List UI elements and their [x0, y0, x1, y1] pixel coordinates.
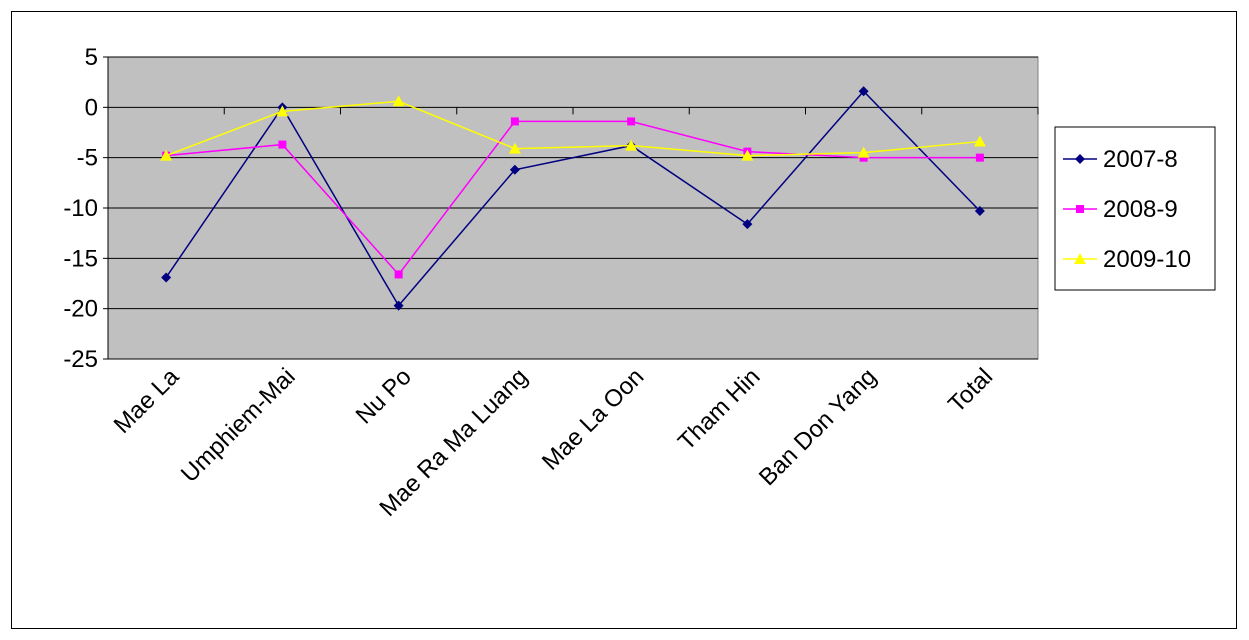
y-tick-label: -5	[77, 145, 98, 172]
x-category-label: Mae La	[109, 363, 185, 439]
data-point	[858, 86, 869, 97]
series-group	[160, 86, 986, 311]
legend-label: 2009-10	[1103, 246, 1191, 273]
data-point	[859, 153, 868, 162]
y-tick-label: -20	[63, 296, 98, 323]
data-point	[276, 105, 289, 117]
legend-marker	[1076, 205, 1084, 213]
legend-item: 2008-9	[1063, 196, 1178, 223]
data-point	[161, 272, 172, 283]
y-tick-label: -15	[63, 245, 98, 272]
x-category-label: Total	[943, 363, 998, 418]
y-tick-label: 5	[85, 44, 98, 71]
data-point	[160, 149, 173, 161]
legend-label: 2007-8	[1103, 146, 1178, 173]
data-point	[974, 206, 985, 217]
legend-item: 2009-10	[1063, 246, 1191, 273]
data-point	[857, 146, 870, 158]
data-point	[973, 135, 986, 147]
data-point	[975, 153, 984, 162]
series-line	[165, 90, 981, 307]
data-point	[394, 270, 403, 279]
legend-label: 2008-9	[1103, 196, 1178, 223]
y-axis-ticks: 5 0 -5 -10 -15 -20 -25	[63, 44, 98, 373]
x-category-label: Mae La Oon	[537, 363, 649, 475]
series-line	[166, 120, 980, 276]
axes	[103, 56, 1039, 360]
data-point	[627, 117, 636, 126]
series-2009-10	[160, 95, 986, 161]
x-category-label: Tham Hin	[673, 363, 766, 456]
y-tick-label: -10	[63, 195, 98, 222]
data-point	[278, 140, 287, 149]
series-line	[165, 100, 980, 157]
data-point	[741, 149, 754, 161]
legend-marker	[1075, 154, 1085, 164]
legend: 2007-8 2008-9 2009-10	[1054, 126, 1216, 291]
data-point	[510, 117, 519, 126]
x-category-label: Umphiem-Mai	[176, 363, 301, 488]
data-point	[742, 219, 753, 230]
x-category-label: Ban Don Yang	[754, 363, 882, 491]
data-point	[508, 142, 521, 154]
legend-marker	[1074, 253, 1086, 264]
legend-item: 2007-8	[1063, 146, 1178, 173]
data-point	[509, 164, 520, 175]
y-tick-label: 0	[85, 94, 98, 121]
data-point	[393, 300, 404, 311]
x-category-label: Nu Po	[351, 363, 417, 429]
y-tick-label: -25	[63, 346, 98, 373]
data-point	[392, 95, 405, 107]
data-point	[625, 139, 638, 151]
